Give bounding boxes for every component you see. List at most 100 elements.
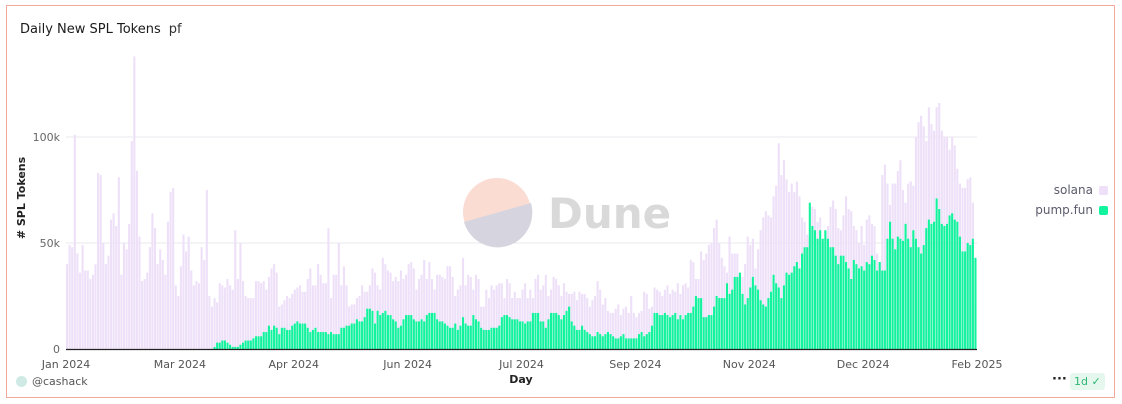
bar-solana xyxy=(446,266,449,349)
legend-item-solana[interactable]: solana xyxy=(1035,180,1108,200)
legend-item-pumpfun[interactable]: pump.fun xyxy=(1035,200,1108,220)
bar-pumpfun xyxy=(526,321,529,349)
bar-pumpfun xyxy=(948,215,951,349)
bar-pumpfun xyxy=(681,319,685,349)
bar-pumpfun xyxy=(749,287,752,349)
legend-swatch xyxy=(1099,205,1108,215)
bar-pumpfun xyxy=(529,321,532,349)
bar-pumpfun xyxy=(591,336,594,349)
bar-pumpfun xyxy=(702,317,705,349)
bar-solana xyxy=(273,264,276,349)
bar-pumpfun xyxy=(790,272,793,349)
bar-pumpfun xyxy=(637,334,641,349)
svg-text:Dune: Dune xyxy=(548,189,671,238)
bar-pumpfun xyxy=(392,319,395,349)
bar-pumpfun xyxy=(868,264,871,349)
more-options-button[interactable]: ··· xyxy=(1052,372,1067,387)
bar-solana xyxy=(210,306,214,349)
bar-pumpfun xyxy=(309,332,312,349)
bar-solana xyxy=(477,279,480,349)
bar-solana xyxy=(190,270,193,349)
bar-solana xyxy=(94,264,97,349)
bar-solana xyxy=(187,236,190,349)
bar-pumpfun xyxy=(819,230,822,349)
bar-solana xyxy=(537,274,540,349)
bar-solana xyxy=(84,270,87,349)
bar-pumpfun xyxy=(451,327,454,349)
bar-pumpfun xyxy=(829,247,832,349)
bar-pumpfun xyxy=(671,315,674,349)
bar-pumpfun xyxy=(464,323,467,349)
interval-badge[interactable]: 1d ✓ xyxy=(1070,373,1105,390)
bar-solana xyxy=(205,189,208,349)
bar-pumpfun xyxy=(627,338,630,349)
bar-solana xyxy=(604,298,607,349)
bar-solana xyxy=(612,312,615,349)
bar-solana xyxy=(710,242,713,349)
bar-pumpfun xyxy=(927,219,930,349)
bar-pumpfun xyxy=(213,346,216,349)
bar-pumpfun xyxy=(741,293,744,349)
bar-solana xyxy=(767,215,770,349)
bar-pumpfun xyxy=(384,310,387,349)
bar-solana xyxy=(493,289,496,349)
bar-solana xyxy=(327,228,330,349)
bar-pumpfun xyxy=(886,238,889,349)
bar-pumpfun xyxy=(917,247,920,349)
bar-solana xyxy=(135,170,138,349)
bar-pumpfun xyxy=(267,325,270,349)
bar-pumpfun xyxy=(583,329,586,349)
bar-pumpfun xyxy=(417,321,421,349)
avatar xyxy=(16,376,27,387)
bar-pumpfun xyxy=(578,329,581,349)
bar-pumpfun xyxy=(785,272,788,349)
x-tick-label: Jan 2024 xyxy=(41,358,90,371)
bar-solana xyxy=(329,298,333,349)
bar-pumpfun xyxy=(420,319,423,349)
bar-solana xyxy=(203,259,206,349)
bar-solana xyxy=(764,211,767,349)
bar-solana xyxy=(117,177,120,349)
bar-pumpfun xyxy=(889,221,892,349)
bar-pumpfun xyxy=(498,325,501,349)
bar-solana xyxy=(260,283,263,349)
bar-pumpfun xyxy=(640,332,643,349)
bar-solana xyxy=(293,289,296,349)
bar-pumpfun xyxy=(223,340,226,349)
y-tick-label: 50k xyxy=(40,237,61,250)
bar-solana xyxy=(311,285,314,349)
bar-solana xyxy=(399,270,402,349)
author-link[interactable]: @cashack xyxy=(16,375,88,388)
bar-pumpfun xyxy=(700,298,703,349)
bar-pumpfun xyxy=(863,270,866,349)
bar-solana xyxy=(632,312,635,349)
bar-solana xyxy=(99,175,102,349)
bar-pumpfun xyxy=(847,268,850,349)
bar-pumpfun xyxy=(270,329,273,349)
chart-title-text: Daily New SPL Tokens xyxy=(20,22,161,37)
bar-pumpfun xyxy=(552,312,555,349)
bar-pumpfun xyxy=(304,323,307,349)
bar-solana xyxy=(648,308,651,349)
bar-pumpfun xyxy=(692,306,695,349)
bar-solana xyxy=(606,310,609,349)
bar-pumpfun xyxy=(353,323,356,349)
bar-pumpfun xyxy=(405,315,408,349)
bar-solana xyxy=(384,264,387,349)
bar-pumpfun xyxy=(241,342,245,349)
bar-pumpfun xyxy=(684,315,687,349)
x-tick-label: Apr 2024 xyxy=(268,358,319,371)
bar-solana xyxy=(689,259,692,349)
bar-solana xyxy=(412,268,415,349)
bar-pumpfun xyxy=(329,332,333,349)
bar-solana xyxy=(614,308,617,349)
bar-pumpfun xyxy=(873,259,876,349)
bar-solana xyxy=(143,279,146,349)
bar-pumpfun xyxy=(342,327,346,349)
bar-solana xyxy=(619,315,622,349)
bar-pumpfun xyxy=(612,336,615,349)
bar-pumpfun xyxy=(945,223,949,349)
bar-pumpfun xyxy=(226,342,229,349)
bar-solana xyxy=(231,289,234,349)
bar-solana xyxy=(174,285,177,349)
